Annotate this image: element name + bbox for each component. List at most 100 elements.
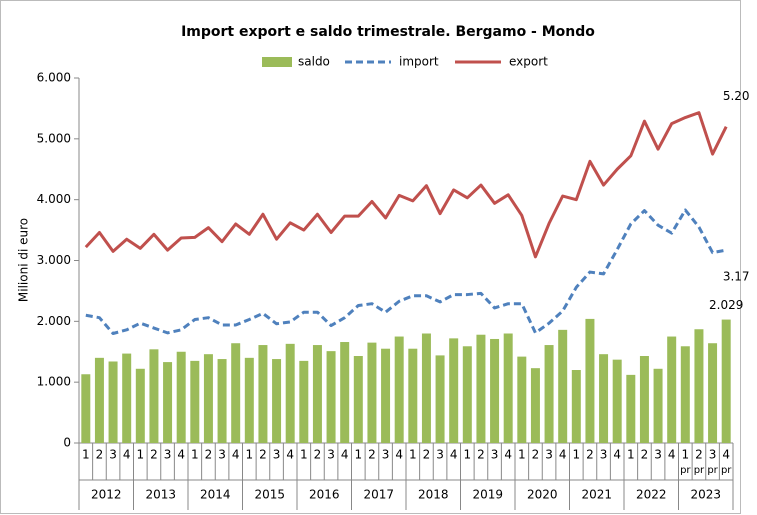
bar [244,357,254,443]
bar [626,374,636,443]
x-tick-label: 4 [559,448,567,462]
x-tick-label: 1 [463,448,471,462]
bar [639,356,649,443]
bar [435,355,445,443]
bar [340,342,350,443]
x-tick-label: 2 [586,448,594,462]
x-tick-label: 2 [368,448,376,462]
bar [503,333,513,443]
bar [394,336,404,443]
bar [667,336,677,443]
bar [612,359,622,443]
x-tick-label: 2 [259,448,267,462]
bar [544,345,554,443]
x-tick-label: 2 [423,448,431,462]
x-tick-label: 4 [504,448,512,462]
x-sublabel: pr [694,465,705,476]
bar [680,346,690,443]
x-tick-label: 2 [205,448,213,462]
data-label: 2.029 [709,298,743,312]
x-tick-label: 4 [232,448,240,462]
x-tick-label: 1 [572,448,580,462]
bar [653,368,663,443]
x-tick-label: 1 [627,448,635,462]
y-tick-label: 5.000 [37,131,71,145]
x-tick-label: 4 [450,448,458,462]
x-tick-label: 4 [177,448,185,462]
bar [285,343,295,443]
x-tick-label: 1 [518,448,526,462]
x-tick-label: 3 [709,448,717,462]
x-tick-label: 3 [273,448,281,462]
x-tick-label: 4 [286,448,294,462]
x-tick-label: 1 [245,448,253,462]
bar [190,360,200,443]
x-tick-label: 2 [150,448,158,462]
line [84,111,728,259]
year-label: 2015 [254,488,285,502]
bar [708,343,718,443]
bar [312,345,322,443]
x-tick-label: 2 [532,448,540,462]
bar [530,368,540,443]
bar [326,351,336,443]
y-axis-label: Milioni di euro [17,218,31,302]
x-tick-label: 4 [395,448,403,462]
y-tick-label: 4.000 [37,192,71,206]
legend-swatch [262,57,292,67]
x-sublabel: pr [721,465,732,476]
bar [408,348,418,443]
bar [149,349,159,443]
year-label: 2012 [91,488,122,502]
x-tick-label: 3 [109,448,117,462]
year-label: 2020 [527,488,558,502]
year-label: 2023 [690,488,721,502]
bar [94,357,104,443]
bar [353,356,363,443]
bar [163,362,173,443]
bar [81,374,91,443]
x-tick-label: 3 [545,448,553,462]
bar [203,354,213,443]
x-sublabel: pr [680,465,691,476]
x-tick-label: 4 [123,448,131,462]
x-tick-label: 2 [477,448,485,462]
bar [135,368,145,443]
x-tick-label: 3 [164,448,172,462]
y-tick-label: 1.000 [37,375,71,389]
bar [108,361,118,443]
bar [421,333,431,443]
bar [517,356,527,443]
bar [449,338,459,443]
x-tick-label: 1 [136,448,144,462]
bar [462,346,472,443]
x-tick-label: 3 [600,448,608,462]
year-label: 2016 [309,488,340,502]
bar [599,354,609,443]
legend-label: export [509,55,548,69]
data-label: 3.17 [723,270,750,284]
x-tick-label: 2 [314,448,322,462]
year-label: 2019 [472,488,503,502]
x-tick-label: 4 [668,448,676,462]
y-tick-label: 6.000 [37,71,71,85]
x-tick-label: 3 [218,448,226,462]
x-tick-label: 2 [695,448,703,462]
x-tick-label: 1 [300,448,308,462]
year-label: 2021 [581,488,612,502]
x-tick-label: 4 [341,448,349,462]
bar [272,359,282,443]
bar [721,319,731,443]
bar [490,338,500,443]
legend-label: saldo [298,55,330,69]
y-tick-label: 2.000 [37,314,71,328]
y-tick-label: 0 [63,436,71,450]
y-tick-label: 3.000 [37,253,71,267]
line [85,208,727,335]
x-tick-label: 1 [354,448,362,462]
bar [381,348,391,443]
bar [299,360,309,443]
x-tick-label: 3 [654,448,662,462]
bar [258,345,268,443]
